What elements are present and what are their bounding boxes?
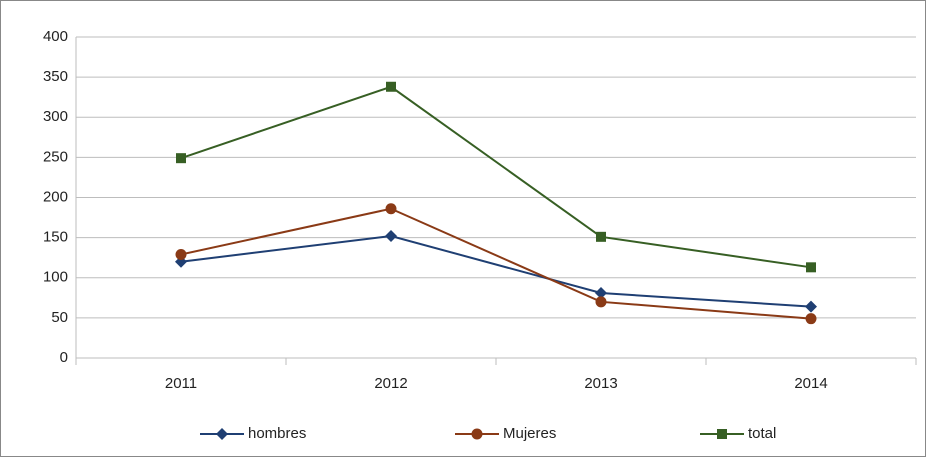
y-tick-label: 100 xyxy=(43,269,68,286)
legend-label: Mujeres xyxy=(503,425,556,442)
marker xyxy=(385,230,397,243)
series-line xyxy=(180,207,812,320)
marker xyxy=(805,300,817,313)
marker xyxy=(595,296,607,308)
marker xyxy=(386,81,396,92)
marker xyxy=(717,429,727,439)
y-tick-label: 150 xyxy=(43,229,68,246)
y-tick-label: 0 xyxy=(60,349,68,366)
marker xyxy=(596,231,606,242)
x-tick-label: 2013 xyxy=(584,375,617,392)
series-line xyxy=(180,85,812,269)
y-tick-label: 250 xyxy=(43,148,68,165)
y-tick-label: 200 xyxy=(43,188,68,205)
x-tick-label: 2014 xyxy=(794,375,827,392)
x-tick-label: 2012 xyxy=(374,375,407,392)
marker xyxy=(595,286,607,299)
y-tick-label: 50 xyxy=(51,309,68,326)
marker xyxy=(176,153,186,164)
marker xyxy=(175,248,187,260)
marker xyxy=(385,203,397,215)
marker xyxy=(471,428,483,440)
y-tick-label: 400 xyxy=(43,28,68,45)
y-tick-label: 300 xyxy=(43,108,68,125)
legend-label: total xyxy=(748,425,776,442)
marker xyxy=(216,428,228,440)
legend-label: hombres xyxy=(248,425,306,442)
series-line xyxy=(180,235,812,308)
y-tick-label: 350 xyxy=(43,68,68,85)
marker xyxy=(806,262,816,273)
marker xyxy=(805,313,817,325)
x-tick-label: 2011 xyxy=(165,375,197,392)
